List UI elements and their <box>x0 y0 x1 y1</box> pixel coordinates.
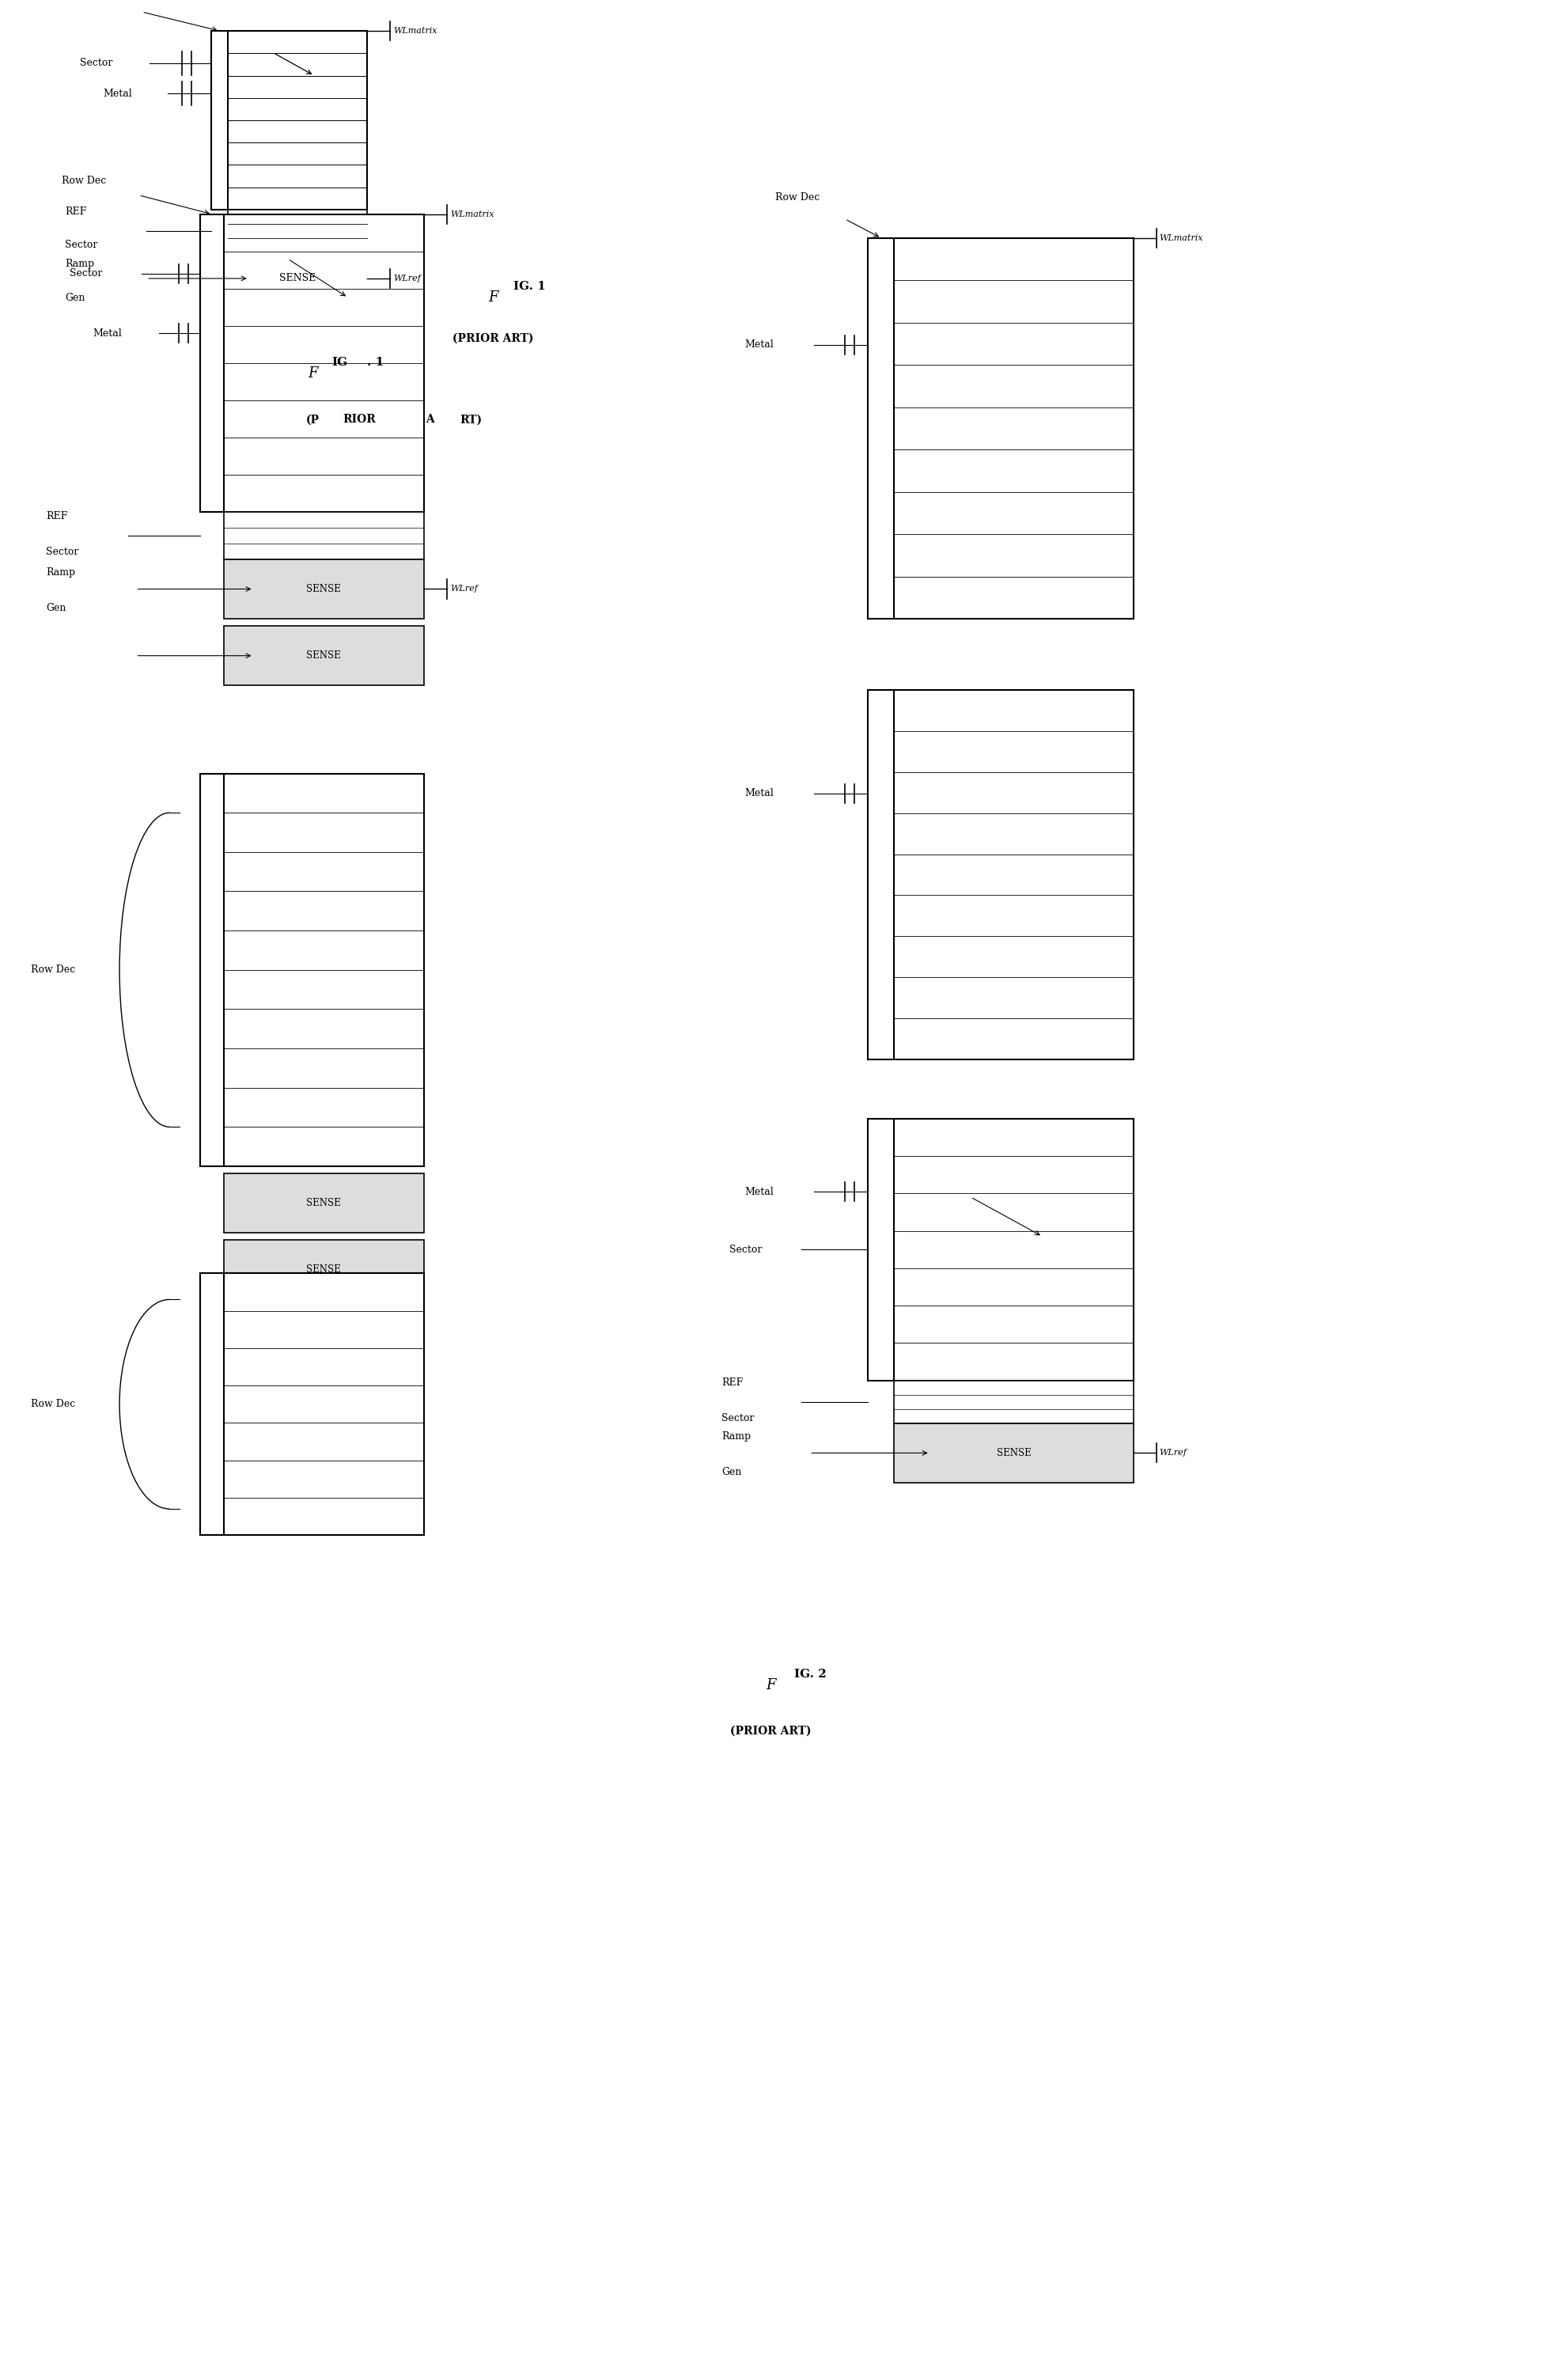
Text: Metal: Metal <box>744 1188 774 1197</box>
Text: Sector: Sector <box>729 1245 761 1254</box>
Text: Metal: Metal <box>103 88 133 98</box>
Bar <box>894 690 1133 1059</box>
Text: Row Dec: Row Dec <box>31 964 76 976</box>
Text: Gen: Gen <box>46 602 66 614</box>
Bar <box>223 214 424 512</box>
Text: Gen: Gen <box>721 1466 741 1478</box>
Text: REF: REF <box>65 207 86 217</box>
Bar <box>211 31 228 209</box>
Text: RIOR: RIOR <box>342 414 376 426</box>
Bar <box>868 238 894 619</box>
Text: IG. 1: IG. 1 <box>513 281 546 293</box>
Bar <box>223 512 424 559</box>
Text: F: F <box>308 367 317 381</box>
Text: (P: (P <box>307 414 319 426</box>
Text: REF: REF <box>46 512 68 521</box>
Text: SENSE: SENSE <box>279 274 316 283</box>
Text: Metal: Metal <box>744 788 774 800</box>
Bar <box>200 214 223 512</box>
Bar <box>228 252 367 305</box>
Text: F: F <box>488 290 498 305</box>
Text: Row Dec: Row Dec <box>62 176 106 186</box>
Text: WLref: WLref <box>393 274 421 283</box>
Text: SENSE: SENSE <box>307 583 341 595</box>
Bar <box>223 559 424 619</box>
Bar <box>223 1173 424 1233</box>
Bar <box>223 1240 424 1299</box>
Text: SENSE: SENSE <box>307 1264 341 1276</box>
Text: Ramp: Ramp <box>46 566 76 578</box>
Text: Sector: Sector <box>69 269 102 278</box>
Text: Row Dec: Row Dec <box>775 193 820 202</box>
Bar <box>894 238 1133 619</box>
Text: Sector: Sector <box>46 547 79 557</box>
Text: IG: IG <box>331 357 347 369</box>
Bar <box>894 1423 1133 1483</box>
Text: Row Dec: Row Dec <box>31 1399 76 1409</box>
Text: Ramp: Ramp <box>65 259 94 269</box>
Text: SENSE: SENSE <box>995 1447 1031 1459</box>
Text: IG. 2: IG. 2 <box>794 1668 826 1680</box>
Text: (PRIOR ART): (PRIOR ART) <box>453 333 533 345</box>
Bar <box>894 1119 1133 1380</box>
Bar <box>228 209 367 252</box>
Text: Sector: Sector <box>80 57 112 69</box>
Text: Gen: Gen <box>65 293 85 302</box>
Bar <box>894 1380 1133 1423</box>
Text: Ramp: Ramp <box>721 1430 750 1442</box>
Text: SENSE: SENSE <box>307 650 341 662</box>
Bar <box>868 690 894 1059</box>
Bar <box>868 1119 894 1380</box>
Text: WLmatrix: WLmatrix <box>450 209 493 219</box>
Bar <box>200 774 223 1166</box>
Text: A: A <box>422 414 435 426</box>
Text: Metal: Metal <box>92 328 122 338</box>
Text: Metal: Metal <box>744 340 774 350</box>
Text: RT): RT) <box>459 414 481 426</box>
Text: REF: REF <box>721 1378 743 1388</box>
Text: F: F <box>766 1678 775 1692</box>
Bar <box>200 1273 223 1535</box>
Text: (PRIOR ART): (PRIOR ART) <box>730 1725 811 1737</box>
Text: WLref: WLref <box>450 585 478 593</box>
Bar <box>223 626 424 685</box>
Bar <box>228 31 367 209</box>
Text: . 1: . 1 <box>367 357 384 369</box>
Text: WLmatrix: WLmatrix <box>1159 233 1202 243</box>
Bar <box>223 774 424 1166</box>
Text: Sector: Sector <box>65 240 97 250</box>
Text: Sector: Sector <box>721 1414 754 1423</box>
Bar <box>223 1273 424 1535</box>
Text: WLref: WLref <box>1159 1449 1187 1457</box>
Text: WLmatrix: WLmatrix <box>393 26 436 36</box>
Text: SENSE: SENSE <box>307 1197 341 1209</box>
